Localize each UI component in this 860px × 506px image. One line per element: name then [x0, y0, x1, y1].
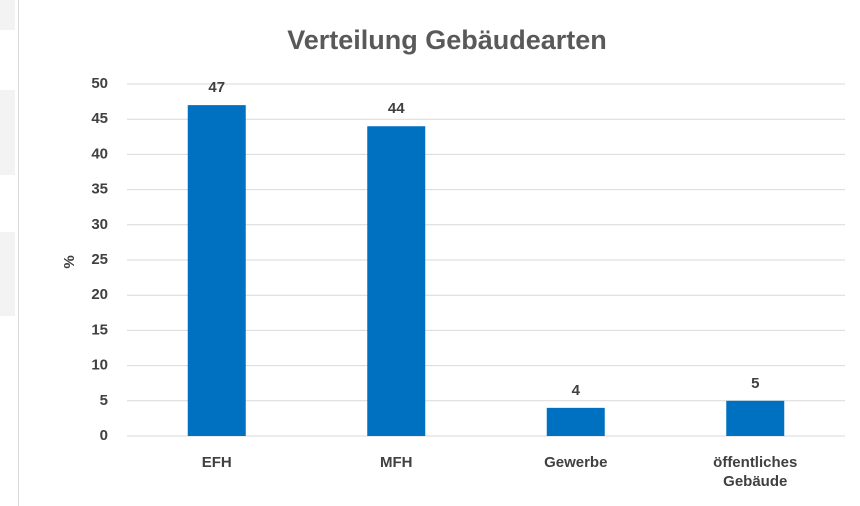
y-tick-label: 25	[91, 251, 108, 268]
data-label: 4	[572, 382, 581, 399]
side-panel	[0, 90, 15, 175]
y-tick-label: 40	[91, 145, 108, 162]
data-label: 47	[208, 79, 225, 96]
chart-title: Verteilung Gebäudearten	[287, 25, 607, 55]
side-panel	[0, 232, 15, 316]
y-tick-label: 35	[91, 181, 108, 198]
y-tick-label: 20	[91, 286, 108, 303]
y-tick-label: 30	[91, 216, 108, 233]
y-axis-label: %	[61, 255, 78, 268]
y-tick-label: 45	[91, 110, 108, 127]
data-label: 44	[388, 100, 405, 117]
y-tick-label: 15	[91, 321, 108, 338]
side-panel	[0, 0, 15, 30]
y-tick-label: 10	[91, 357, 108, 374]
x-tick-label: EFH	[201, 454, 232, 471]
y-tick-label: 50	[91, 75, 108, 92]
x-tick-label: Gewerbe	[544, 454, 608, 471]
x-tick-label: öffentliches Gebäude	[713, 454, 798, 490]
bar	[187, 105, 246, 437]
data-label: 5	[751, 375, 759, 392]
bar	[546, 407, 605, 436]
y-tick-label: 0	[100, 427, 108, 444]
x-tick-label: MFH	[380, 454, 413, 471]
y-tick-label: 5	[100, 392, 108, 409]
bar	[367, 126, 426, 437]
bar	[726, 400, 785, 436]
